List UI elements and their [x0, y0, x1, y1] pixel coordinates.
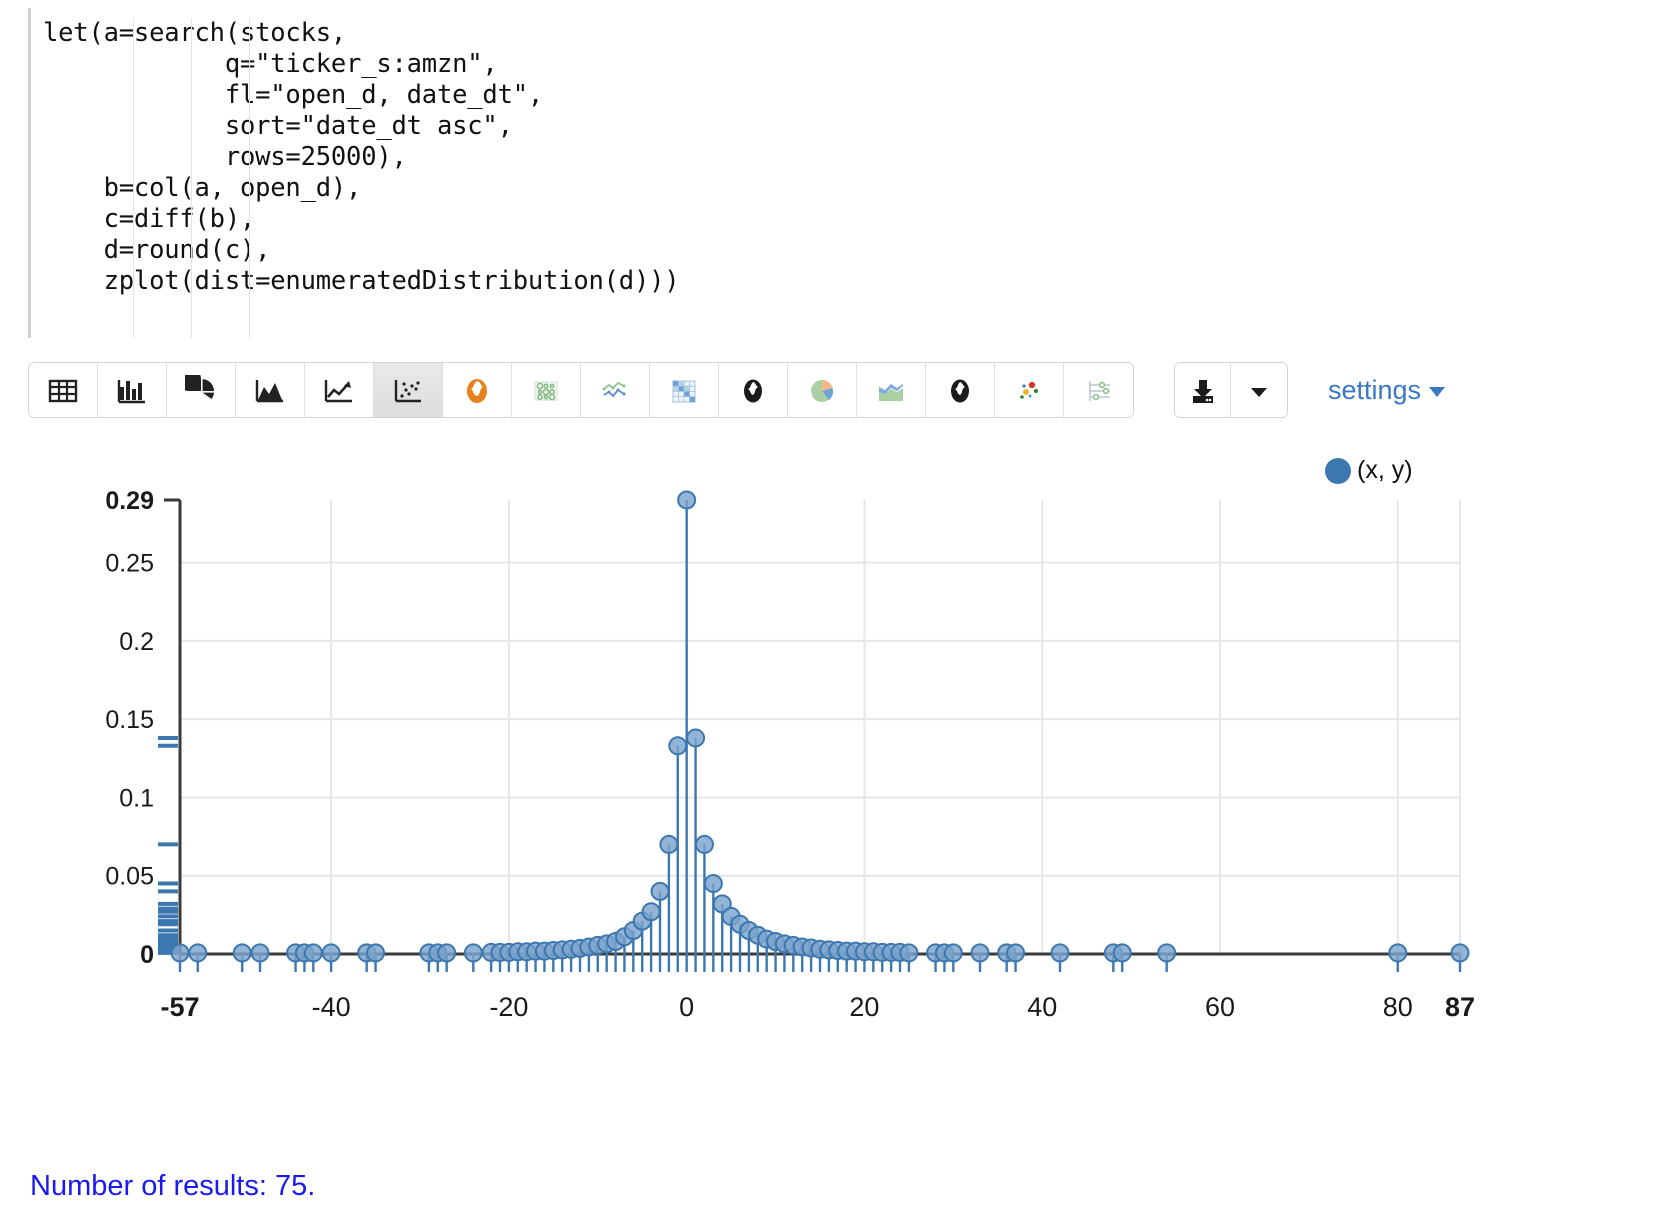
- chevron-down-icon: [1429, 387, 1446, 397]
- scatter-plot-icon[interactable]: [374, 363, 443, 417]
- settings-dropdown[interactable]: settings: [1328, 374, 1446, 406]
- settings-label: settings: [1328, 374, 1422, 405]
- svg-text:60: 60: [1205, 992, 1235, 1022]
- heatmap-icon[interactable]: [650, 363, 719, 417]
- multi-line-icon[interactable]: [581, 363, 650, 417]
- chart-legend: (x, y): [1325, 456, 1413, 485]
- gridlines: [180, 500, 1461, 954]
- download-icon[interactable]: [1175, 363, 1231, 417]
- svg-text:20: 20: [849, 992, 879, 1022]
- bubble-scatter-icon[interactable]: [995, 363, 1064, 417]
- globe-dark2-icon[interactable]: [926, 363, 995, 417]
- table-icon[interactable]: [29, 363, 98, 417]
- svg-text:-20: -20: [489, 992, 528, 1022]
- svg-text:0.05: 0.05: [105, 863, 154, 891]
- axes: [164, 498, 1460, 956]
- svg-text:0: 0: [679, 992, 694, 1022]
- y-rug-marks: [158, 735, 178, 955]
- svg-text:0.15: 0.15: [105, 706, 154, 734]
- svg-text:-40: -40: [312, 992, 351, 1022]
- svg-text:0.29: 0.29: [105, 487, 154, 515]
- download-button-group: [1174, 362, 1288, 418]
- plot-svg[interactable]: 0 0.05 0.1 0.15 0.2 0.25 0.29 -57 -40 -20 0 20 40 60…: [0, 430, 1676, 1050]
- bar-chart-icon[interactable]: [98, 363, 167, 417]
- svg-text:40: 40: [1027, 992, 1057, 1022]
- svg-text:87: 87: [1445, 992, 1475, 1022]
- svg-text:0.25: 0.25: [105, 550, 154, 578]
- globe-orange-icon[interactable]: [443, 363, 512, 417]
- query-code-block: let(a=search(stocks, q="ticker_s:amzn", …: [28, 8, 1628, 338]
- svg-text:-57: -57: [160, 992, 199, 1022]
- stacked-area-icon[interactable]: [857, 363, 926, 417]
- line-chart-icon[interactable]: [305, 363, 374, 417]
- svg-text:80: 80: [1383, 992, 1413, 1022]
- pie-color-icon[interactable]: [788, 363, 857, 417]
- query-code-text: let(a=search(stocks, q="ticker_s:amzn", …: [43, 18, 680, 296]
- legend-label: (x, y): [1357, 456, 1413, 484]
- svg-text:0.2: 0.2: [119, 628, 154, 656]
- area-chart-icon[interactable]: [236, 363, 305, 417]
- bubble-grid-icon[interactable]: [512, 363, 581, 417]
- results-count-text: Number of results: 75.: [30, 1170, 316, 1202]
- visualization-toolbar: settings: [28, 361, 1446, 419]
- globe-dark-icon[interactable]: [719, 363, 788, 417]
- y-tick-labels: 0 0.05 0.1 0.15 0.2 0.25 0.29: [105, 487, 154, 969]
- svg-text:0: 0: [140, 941, 154, 969]
- data-points[interactable]: [170, 490, 1470, 963]
- point-stems: [178, 500, 1462, 972]
- svg-text:0.1: 0.1: [119, 784, 154, 812]
- chevron-down-icon[interactable]: [1231, 363, 1287, 417]
- scatter-chart[interactable]: 0 0.05 0.1 0.15 0.2 0.25 0.29 -57 -40 -20 0 20 40 60…: [0, 430, 1676, 1050]
- x-tick-labels: -57 -40 -20 0 20 40 60 80 87: [160, 992, 1475, 1022]
- legend-swatch: [1325, 457, 1351, 484]
- slider-chart-icon[interactable]: [1064, 363, 1133, 417]
- pie-chart-icon[interactable]: [167, 363, 236, 417]
- chart-type-button-group: [28, 362, 1134, 418]
